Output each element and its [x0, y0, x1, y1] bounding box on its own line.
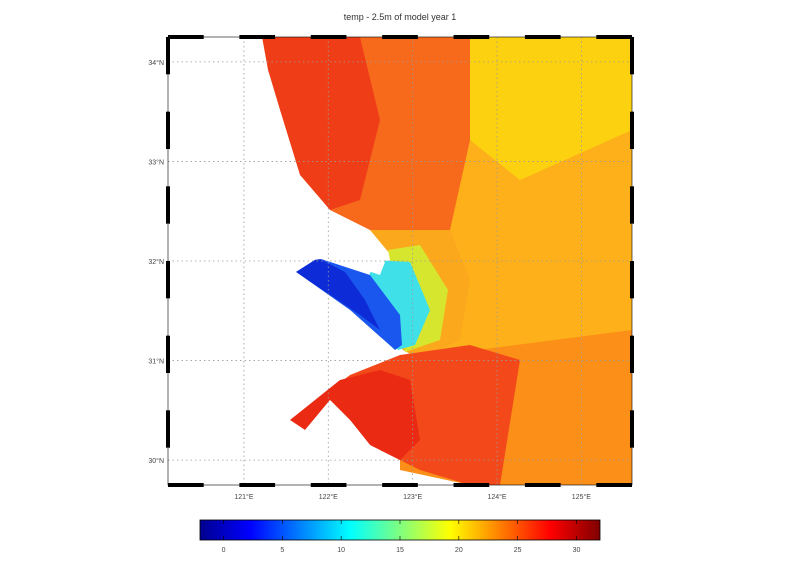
longitude-labels: 121°E 122°E 123°E 124°E 125°E — [234, 493, 591, 501]
ocean-yellow-north — [470, 37, 632, 180]
temperature-field — [262, 37, 632, 485]
lat-tick-label: 30°N — [148, 457, 164, 465]
lat-tick-label: 32°N — [148, 258, 164, 266]
colorbar-tick-label: 0 — [222, 547, 226, 554]
lon-tick-label: 122°E — [319, 493, 338, 501]
lon-tick-label: 123°E — [403, 493, 422, 501]
colorbar-tick-label: 15 — [396, 547, 404, 554]
land-north — [168, 37, 385, 275]
lat-tick-label: 31°N — [148, 358, 164, 366]
ocean-north-red — [262, 37, 380, 210]
plume-deep-blue — [296, 258, 380, 330]
lon-tick-label: 125°E — [572, 493, 591, 501]
latitude-labels: 34°N 33°N 32°N 31°N 30°N — [148, 59, 164, 465]
colorbar-tick-label: 25 — [514, 547, 522, 554]
colorbar-tick-label: 5 — [280, 547, 284, 554]
land-middle — [168, 272, 395, 470]
ocean-south-red — [290, 370, 420, 460]
colorbar-tick-label: 20 — [455, 547, 463, 554]
colorbar-ticks: 0 5 10 15 20 25 30 — [222, 520, 581, 554]
land-south — [168, 470, 470, 485]
map-frame — [166, 35, 634, 487]
lat-tick-label: 33°N — [148, 158, 164, 166]
lat-tick-label: 34°N — [148, 59, 164, 67]
grid-lines — [168, 37, 632, 485]
frame-outline — [167, 36, 633, 486]
land-mask — [168, 37, 470, 485]
lon-tick-label: 124°E — [487, 493, 506, 501]
lon-tick-label: 121°E — [234, 493, 253, 501]
map-title: temp - 2.5m of model year 1 — [343, 12, 457, 22]
colorbar: 0 5 10 15 20 25 30 — [199, 519, 601, 554]
plume-cyan — [360, 260, 430, 350]
colorbar-tick-label: 30 — [573, 547, 581, 554]
colorbar-tick-label: 10 — [337, 547, 345, 554]
